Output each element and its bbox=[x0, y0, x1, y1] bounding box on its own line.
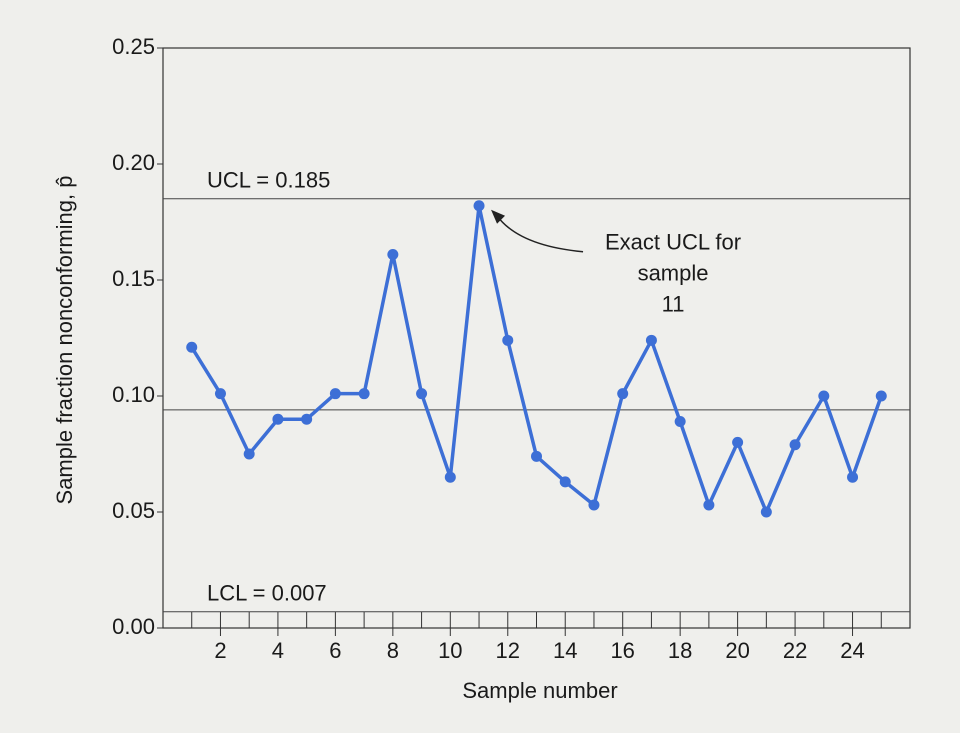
y-tick-label: 0.05 bbox=[112, 498, 155, 523]
data-point bbox=[732, 436, 744, 448]
data-point bbox=[416, 388, 428, 400]
data-point bbox=[214, 388, 226, 400]
y-axis-label: Sample fraction nonconforming, p̂ bbox=[52, 176, 77, 505]
data-point bbox=[272, 413, 284, 425]
data-line bbox=[190, 204, 883, 514]
annotation-text: 11 bbox=[662, 292, 685, 317]
y-tick-label: 0.15 bbox=[112, 266, 155, 291]
data-point bbox=[358, 388, 370, 400]
data-point bbox=[617, 388, 629, 400]
annotation-text: Exact UCL for bbox=[605, 230, 741, 255]
data-point bbox=[502, 334, 514, 346]
x-tick-label: 12 bbox=[496, 638, 520, 663]
data-point bbox=[847, 471, 859, 483]
data-point bbox=[473, 200, 485, 212]
x-tick-label: 2 bbox=[214, 638, 226, 663]
x-tick-label: 18 bbox=[668, 638, 692, 663]
data-point bbox=[531, 450, 542, 462]
control-line-label: LCL = 0.007 bbox=[207, 581, 327, 606]
y-tick-label: 0.20 bbox=[112, 150, 155, 175]
plot-frame bbox=[162, 47, 911, 629]
data-point bbox=[329, 388, 341, 400]
data-point bbox=[875, 390, 887, 402]
data-point bbox=[760, 506, 772, 518]
x-tick-label: 22 bbox=[783, 638, 807, 663]
x-tick-label: 8 bbox=[387, 638, 399, 663]
x-tick-label: 6 bbox=[329, 638, 341, 663]
x-tick-label: 10 bbox=[438, 638, 462, 663]
data-point bbox=[703, 499, 715, 511]
data-point bbox=[645, 334, 657, 346]
x-tick-label: 4 bbox=[272, 638, 284, 663]
data-point bbox=[301, 413, 313, 425]
x-axis-label: Sample number bbox=[462, 678, 617, 703]
annotation-arrowhead bbox=[491, 209, 506, 224]
x-tick-label: 16 bbox=[610, 638, 634, 663]
y-tick-label: 0.00 bbox=[112, 614, 155, 639]
data-point bbox=[674, 416, 686, 428]
control-line-label: UCL = 0.185 bbox=[207, 168, 330, 193]
x-tick-label: 24 bbox=[840, 638, 864, 663]
y-tick-label: 0.25 bbox=[112, 34, 155, 59]
y-tick-label: 0.10 bbox=[112, 382, 155, 407]
annotation-text: sample bbox=[638, 261, 709, 286]
data-point bbox=[789, 439, 801, 451]
data-point bbox=[243, 448, 255, 460]
x-tick-label: 20 bbox=[725, 638, 749, 663]
data-point bbox=[818, 390, 830, 402]
data-point bbox=[588, 499, 600, 511]
data-point bbox=[444, 471, 456, 483]
data-point bbox=[387, 248, 399, 260]
data-point bbox=[559, 476, 571, 488]
x-tick-label: 14 bbox=[553, 638, 577, 663]
data-point bbox=[186, 341, 198, 353]
annotation-arrow bbox=[496, 215, 584, 253]
